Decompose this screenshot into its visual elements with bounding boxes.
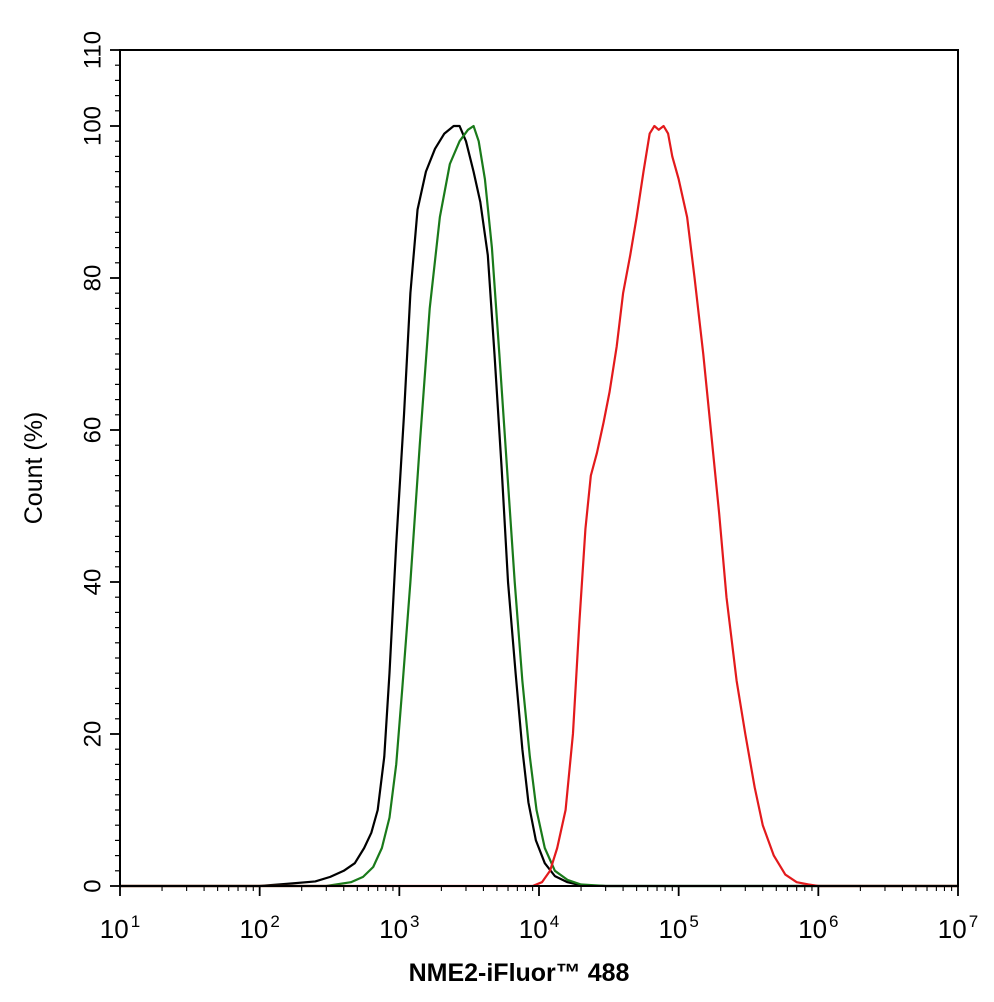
x-axis: 10 1 10 2 10 3 10 4 10 5 10 6 10 7 bbox=[100, 886, 978, 944]
x-tick-base: 10 bbox=[658, 914, 687, 944]
x-tick-exponent: 4 bbox=[550, 912, 559, 931]
x-tick-exponent: 5 bbox=[689, 912, 698, 931]
y-tick-label: 110 bbox=[80, 31, 107, 69]
x-tick-label: 10 5 bbox=[658, 912, 698, 944]
x-tick-label: 10 6 bbox=[798, 912, 838, 944]
x-tick-exponent: 3 bbox=[410, 912, 419, 931]
x-tick-label: 10 7 bbox=[938, 912, 978, 944]
y-tick-label: 0 bbox=[80, 879, 107, 892]
x-tick-base: 10 bbox=[519, 914, 548, 944]
x-tick-exponent: 7 bbox=[969, 912, 978, 931]
series-line-2 bbox=[120, 124, 958, 888]
x-tick-base: 10 bbox=[379, 914, 408, 944]
plot-frame bbox=[119, 49, 959, 887]
x-tick-base: 10 bbox=[239, 914, 268, 944]
x-tick-exponent: 2 bbox=[270, 912, 279, 931]
x-tick-base: 10 bbox=[100, 914, 129, 944]
y-tick-label: 40 bbox=[80, 569, 107, 596]
series-line-3 bbox=[120, 124, 958, 888]
y-axis-label: Count (%) bbox=[20, 412, 48, 525]
y-tick-label: 100 bbox=[80, 106, 107, 146]
x-axis-label: NME2-iFluor™ 488 bbox=[409, 959, 630, 987]
series-line-1 bbox=[120, 124, 958, 888]
x-tick-base: 10 bbox=[938, 914, 967, 944]
y-tick-label: 20 bbox=[80, 721, 107, 748]
x-tick-label: 10 3 bbox=[379, 912, 419, 944]
y-axis: 0 20 40 60 80 100 110 bbox=[80, 31, 120, 893]
x-tick-base: 10 bbox=[798, 914, 827, 944]
x-tick-label: 10 4 bbox=[519, 912, 559, 944]
x-tick-label: 10 2 bbox=[239, 912, 279, 944]
x-tick-exponent: 6 bbox=[829, 912, 838, 931]
y-tick-label: 80 bbox=[80, 265, 107, 292]
series-lines bbox=[120, 124, 958, 888]
x-tick-exponent: 1 bbox=[131, 912, 140, 931]
y-tick-label: 60 bbox=[80, 417, 107, 444]
x-tick-label: 10 1 bbox=[100, 912, 140, 944]
